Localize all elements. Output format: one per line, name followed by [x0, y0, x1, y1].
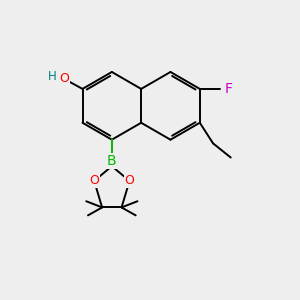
- Text: B: B: [107, 154, 117, 168]
- Text: H: H: [48, 70, 57, 83]
- Text: O: O: [59, 72, 69, 85]
- Text: O: O: [89, 174, 99, 188]
- Text: O: O: [124, 174, 134, 188]
- Text: F: F: [225, 82, 233, 96]
